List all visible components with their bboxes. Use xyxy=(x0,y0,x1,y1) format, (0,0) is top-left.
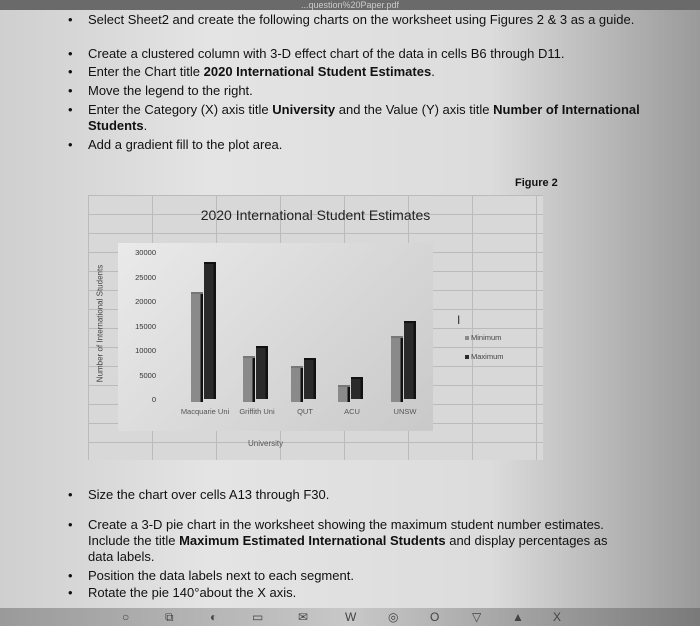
bar-maximum[interactable] xyxy=(351,377,363,399)
instruction-item: Size the chart over cells A13 through F3… xyxy=(88,487,648,503)
task-view-icon[interactable]: ⧉ xyxy=(165,610,174,624)
chart-title: 2020 International Student Estimates xyxy=(200,207,431,223)
text-cursor-icon: I xyxy=(457,313,461,327)
instruction-item: Rotate the pie 140°about the X axis. xyxy=(88,585,648,601)
instruction-text: Size the chart over cells A13 through F3… xyxy=(88,487,330,502)
pdf-url-bar: ...question%20Paper.pdf xyxy=(0,0,700,10)
bullet-icon: • xyxy=(68,585,73,600)
bar-minimum[interactable] xyxy=(338,385,350,402)
y-tick-label: 0 xyxy=(151,395,156,404)
brave-icon[interactable]: ▽ xyxy=(472,610,482,624)
legend-item-maximum: Maximum xyxy=(465,352,504,361)
instruction-text: and the Value (Y) axis title xyxy=(335,102,494,117)
bullet-icon: • xyxy=(68,568,73,583)
bullet-icon: • xyxy=(68,102,73,117)
word-icon[interactable]: W xyxy=(345,610,357,624)
x-axis-title: University xyxy=(248,439,284,448)
y-tick-label: 20000 xyxy=(135,297,156,306)
file-explorer-icon[interactable]: ▭ xyxy=(252,610,264,624)
instruction-item: Move the legend to the right. xyxy=(88,83,648,99)
x-tick-label: Macquarie Uni xyxy=(180,407,230,416)
y-tick-label: 30000 xyxy=(135,248,156,257)
x-tick-label: ACU xyxy=(344,407,360,416)
legend-swatch xyxy=(465,355,469,359)
instruction-item: Add a gradient fill to the plot area. xyxy=(88,137,648,153)
bullet-icon: • xyxy=(68,64,73,79)
bar-minimum[interactable] xyxy=(243,355,255,402)
bar-maximum[interactable] xyxy=(404,321,416,399)
bullet-icon: • xyxy=(68,137,73,152)
instruction-text: . xyxy=(143,118,148,133)
url-text: ...question%20Paper.pdf xyxy=(300,0,400,10)
instruction-item: Enter the Chart title 2020 International… xyxy=(88,64,648,80)
instruction-text: Add a gradient fill to the plot area. xyxy=(88,137,283,152)
legend-label: Minimum xyxy=(471,333,502,342)
search-icon[interactable]: ○ xyxy=(122,610,130,624)
y-tick-label: 5000 xyxy=(139,370,156,380)
bullet-icon: • xyxy=(68,517,73,532)
instruction-bold-text: University xyxy=(272,102,336,117)
instruction-bold-text: Maximum Estimated International Students xyxy=(179,533,446,548)
instruction-text: . xyxy=(431,64,435,79)
instruction-text: Select Sheet2 and create the following c… xyxy=(88,12,635,27)
bar-maximum[interactable] xyxy=(256,345,268,399)
mail-icon[interactable]: ✉ xyxy=(298,610,309,624)
bullet-icon: • xyxy=(68,12,73,27)
bar-minimum[interactable] xyxy=(291,365,303,402)
instruction-text: Position the data labels next to each se… xyxy=(88,568,354,583)
instruction-text: Move the legend to the right. xyxy=(88,83,253,98)
excel-icon[interactable]: X xyxy=(553,610,562,624)
photos-icon[interactable]: ▲ xyxy=(512,610,524,624)
instruction-bold-text: 2020 International Student Estimates xyxy=(203,64,432,79)
y-tick-label: 10000 xyxy=(135,346,156,355)
chart-figure-2[interactable]: 2020 International Student Estimates Num… xyxy=(88,195,543,460)
bar-minimum[interactable] xyxy=(191,292,203,402)
instruction-item: Create a clustered column with 3-D effec… xyxy=(88,46,648,62)
figure-label: Figure 2 xyxy=(515,177,558,189)
bullet-icon: • xyxy=(68,46,73,61)
instruction-text: Rotate the pie 140°about the X axis. xyxy=(88,585,297,600)
bullet-icon: • xyxy=(68,487,73,502)
y-tick-label: 15000 xyxy=(135,321,156,331)
bullet-icon: • xyxy=(68,83,73,98)
instruction-text: Create a 3-D pie chart in the worksheet … xyxy=(88,517,604,548)
instruction-item: Position the data labels next to each se… xyxy=(88,568,648,584)
bar-minimum[interactable] xyxy=(391,336,403,402)
instruction-text: and display percentages as data labels. xyxy=(88,533,608,564)
y-tick-label: 25000 xyxy=(135,272,156,282)
instruction-text: Enter the Category (X) axis title xyxy=(88,102,273,117)
x-tick-label: QUT xyxy=(297,407,313,416)
opera-icon[interactable]: O xyxy=(430,610,440,624)
legend-label: Maximum xyxy=(471,352,504,361)
y-axis-title: Number of International Students xyxy=(95,264,105,383)
edge-icon[interactable]: ◐ xyxy=(210,610,218,624)
instruction-text: Enter the Chart title xyxy=(88,64,204,79)
bar-maximum[interactable] xyxy=(204,262,216,399)
x-tick-label: Griffith Uni xyxy=(239,407,275,416)
legend-item-minimum: Minimum xyxy=(465,333,501,342)
plot-area xyxy=(118,243,433,431)
instruction-item: Enter the Category (X) axis title Univer… xyxy=(88,102,648,134)
instruction-text: Create a clustered column with 3-D effec… xyxy=(88,46,565,61)
instruction-item: Create a 3-D pie chart in the worksheet … xyxy=(88,517,628,565)
chrome-icon[interactable]: ◎ xyxy=(388,610,399,624)
x-tick-label: UNSW xyxy=(393,407,417,416)
instruction-item: Select Sheet2 and create the following c… xyxy=(88,12,648,28)
instruction-bold-text: Number of International Students xyxy=(88,102,640,133)
legend-swatch xyxy=(465,336,469,340)
bar-maximum[interactable] xyxy=(304,357,316,399)
taskbar: ○ ⧉ ◐ ▭ ✉ W ◎ O ▽ ▲ X xyxy=(0,608,700,626)
